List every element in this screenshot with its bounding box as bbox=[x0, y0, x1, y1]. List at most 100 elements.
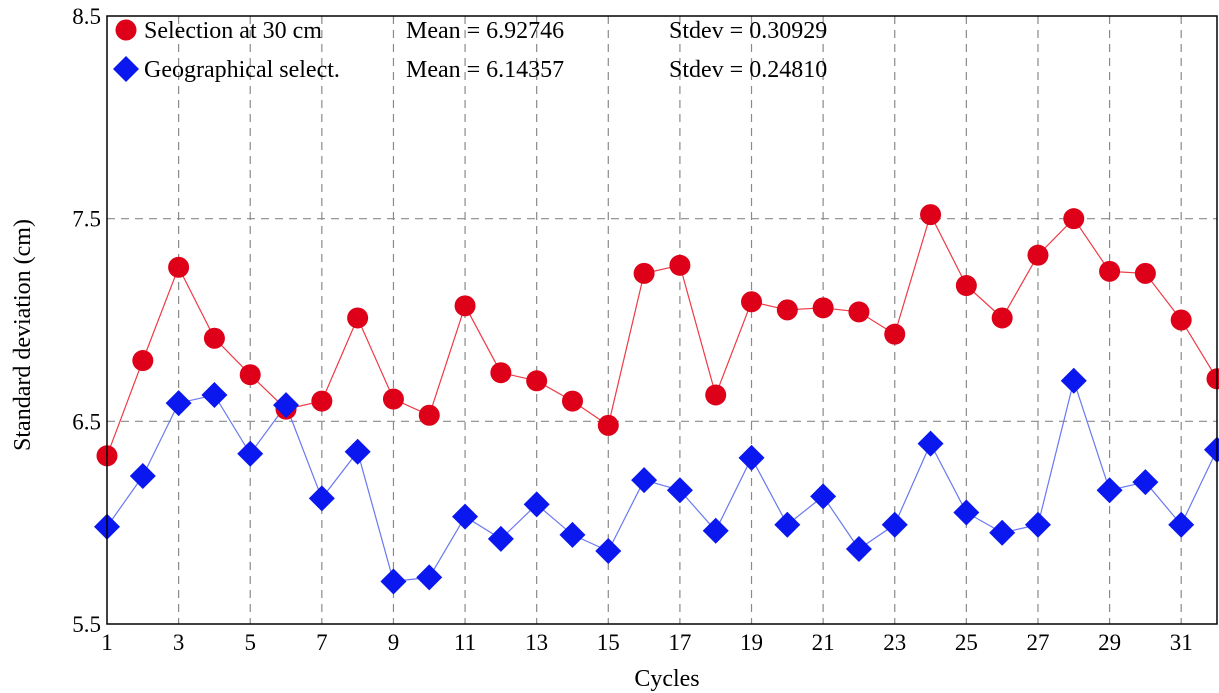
data-point-selection bbox=[884, 323, 906, 345]
series-line bbox=[106, 212, 1218, 457]
data-point-selection bbox=[168, 256, 190, 278]
series-markers bbox=[94, 204, 1219, 595]
y-tick-labels: 5.5 6.5 7.5 8.5 bbox=[72, 4, 101, 637]
data-point-geographical bbox=[452, 503, 479, 530]
data-point-geographical bbox=[1060, 367, 1087, 394]
data-point-geographical bbox=[1168, 511, 1195, 538]
data-point-geographical bbox=[344, 438, 371, 465]
x-tick-label: 25 bbox=[955, 630, 978, 655]
legend-label-selection: Selection at 30 cm bbox=[144, 18, 322, 44]
y-tick-label: 7.5 bbox=[72, 207, 101, 232]
data-point-geographical bbox=[774, 511, 801, 538]
data-point-geographical bbox=[523, 491, 550, 518]
data-point-geographical bbox=[487, 525, 514, 552]
grid bbox=[107, 16, 1217, 624]
data-point-geographical bbox=[989, 519, 1016, 546]
data-point-selection bbox=[454, 295, 476, 317]
data-point-selection bbox=[812, 297, 834, 319]
x-tick-label: 13 bbox=[525, 630, 548, 655]
data-point-selection bbox=[203, 327, 225, 349]
legend-label-geographical: Geographical select. bbox=[144, 57, 340, 83]
data-point-geographical bbox=[702, 517, 729, 544]
data-point-selection bbox=[132, 350, 154, 372]
data-point-selection bbox=[1027, 244, 1049, 266]
y-axis-label: Standard deviation (cm) bbox=[10, 219, 36, 451]
data-point-geographical bbox=[917, 430, 944, 457]
data-point-selection bbox=[669, 254, 691, 276]
x-tick-label: 29 bbox=[1098, 630, 1121, 655]
data-point-geographical bbox=[201, 381, 228, 408]
y-tick-label: 5.5 bbox=[72, 612, 101, 637]
x-tick-label: 5 bbox=[244, 630, 256, 655]
y-tick-label: 8.5 bbox=[72, 4, 101, 29]
data-point-selection bbox=[920, 204, 942, 226]
data-point-geographical bbox=[810, 483, 837, 510]
x-tick-label: 11 bbox=[454, 630, 476, 655]
x-tick-label: 31 bbox=[1170, 630, 1193, 655]
data-point-geographical bbox=[129, 463, 156, 490]
data-point-selection bbox=[1206, 368, 1219, 390]
data-point-geographical bbox=[631, 467, 658, 494]
data-point-geographical bbox=[881, 511, 908, 538]
data-point-selection bbox=[526, 370, 548, 392]
data-point-selection bbox=[633, 262, 655, 284]
data-point-selection bbox=[382, 388, 404, 410]
data-point-selection bbox=[561, 390, 583, 412]
x-tick-label: 17 bbox=[668, 630, 691, 655]
data-point-selection bbox=[1099, 260, 1121, 282]
data-point-selection bbox=[776, 299, 798, 321]
x-tick-label: 15 bbox=[597, 630, 620, 655]
data-point-selection bbox=[741, 291, 763, 313]
data-point-selection bbox=[1170, 309, 1192, 331]
legend-marker-selection bbox=[115, 19, 137, 41]
data-point-selection bbox=[1134, 262, 1156, 284]
y-tick-label: 6.5 bbox=[72, 409, 101, 434]
legend-marker-geographical bbox=[113, 56, 139, 82]
data-point-geographical bbox=[666, 477, 693, 504]
x-tick-label: 23 bbox=[883, 630, 906, 655]
data-point-selection bbox=[311, 390, 333, 412]
x-tick-label: 27 bbox=[1026, 630, 1049, 655]
legend-stdev-selection: Stdev = 0.30929 bbox=[669, 18, 827, 44]
x-tick-label: 3 bbox=[173, 630, 185, 655]
data-point-geographical bbox=[416, 564, 443, 591]
data-point-selection bbox=[490, 362, 512, 384]
data-point-selection bbox=[597, 414, 619, 436]
data-point-geographical bbox=[1024, 511, 1051, 538]
data-point-geographical bbox=[738, 444, 765, 471]
data-point-selection bbox=[955, 275, 977, 297]
x-tick-label: 19 bbox=[740, 630, 763, 655]
x-tick-label: 21 bbox=[812, 630, 835, 655]
x-tick-label: 7 bbox=[316, 630, 328, 655]
legend-stdev-geographical: Stdev = 0.24810 bbox=[669, 57, 827, 83]
data-point-geographical bbox=[1204, 436, 1219, 463]
data-point-geographical bbox=[595, 538, 622, 565]
data-point-geographical bbox=[380, 568, 407, 595]
legend-mean-geographical: Mean = 6.14357 bbox=[406, 57, 564, 83]
x-axis-label: Cycles bbox=[634, 666, 699, 692]
series-line bbox=[106, 378, 1218, 583]
data-point-geographical bbox=[165, 390, 192, 417]
data-point-selection bbox=[239, 364, 261, 386]
data-point-geographical bbox=[845, 536, 872, 563]
data-point-geographical bbox=[273, 392, 300, 419]
data-point-selection bbox=[991, 307, 1013, 329]
plot-frame bbox=[106, 15, 1218, 625]
data-point-selection bbox=[347, 307, 369, 329]
data-point-selection bbox=[1063, 208, 1085, 230]
data-point-geographical bbox=[237, 440, 264, 467]
data-point-geographical bbox=[1096, 477, 1123, 504]
x-tick-label: 9 bbox=[388, 630, 400, 655]
data-point-selection bbox=[418, 404, 440, 426]
data-point-selection bbox=[705, 384, 727, 406]
x-tick-labels: 1 3 5 7 9 11 13 15 17 19 21 23 25 27 29 31 bbox=[101, 630, 1192, 655]
data-point-geographical bbox=[953, 499, 980, 526]
data-point-geographical bbox=[559, 521, 586, 548]
data-point-selection bbox=[848, 301, 870, 323]
x-tick-label: 1 bbox=[101, 630, 113, 655]
legend: Selection at 30 cm Mean = 6.92746 Stdev … bbox=[113, 18, 827, 83]
legend-mean-selection: Mean = 6.92746 bbox=[406, 18, 564, 44]
data-point-geographical bbox=[308, 485, 335, 512]
series-lines bbox=[106, 212, 1218, 583]
